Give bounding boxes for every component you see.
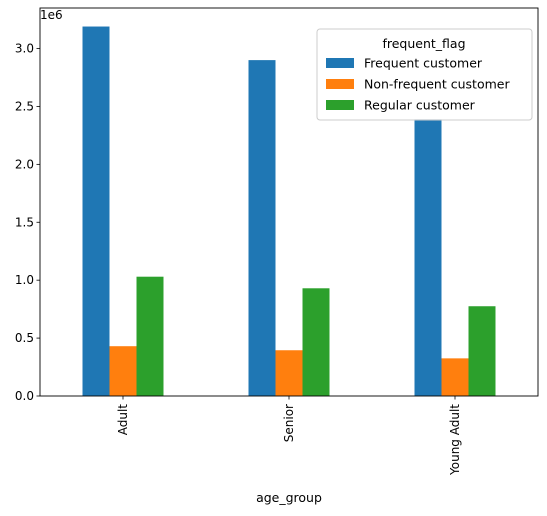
legend-items: Frequent customer Non-frequent customer Re… — [326, 56, 510, 113]
legend-label: Non-frequent customer — [364, 77, 510, 92]
bar-adult-non-frequent-customer — [109, 346, 137, 396]
y-tick-label: 2.5 — [15, 99, 34, 113]
bars-layer — [82, 26, 496, 397]
x-tick-label: Adult — [116, 404, 130, 436]
bar-young-adult-frequent-customer — [414, 119, 442, 396]
bar-senior-non-frequent-customer — [275, 350, 303, 396]
x-tick-label: Senior — [282, 404, 296, 442]
y-tick-label: 1.0 — [15, 273, 34, 287]
bar-senior-frequent-customer — [248, 60, 276, 397]
legend-label: Frequent customer — [364, 56, 483, 71]
bar-young-adult-non-frequent-customer — [441, 358, 469, 396]
legend-label: Regular customer — [364, 98, 476, 113]
legend: frequent_flag Frequent customer Non-frequ… — [316, 28, 533, 121]
y-offset-label: 1e6 — [40, 8, 63, 22]
legend-swatch — [326, 79, 354, 89]
legend-swatch — [326, 100, 354, 110]
x-tick-label: Young Adult — [448, 404, 462, 476]
y-tick-label: 0.5 — [15, 331, 34, 345]
legend-title: frequent_flag — [382, 36, 465, 51]
legend-box — [316, 28, 533, 121]
bar-adult-regular-customer — [136, 276, 164, 396]
bar-adult-frequent-customer — [82, 26, 110, 397]
y-tick-label: 1.5 — [15, 215, 34, 229]
bar-young-adult-regular-customer — [468, 306, 496, 396]
legend-swatch — [326, 58, 354, 68]
y-axis: 0.0 0.5 1.0 1.5 2.0 2.5 3.0 — [15, 42, 40, 403]
bar-senior-regular-customer — [302, 288, 330, 396]
y-tick-label: 3.0 — [15, 42, 34, 56]
y-tick-label: 0.0 — [15, 389, 34, 403]
y-tick-label: 2.0 — [15, 157, 34, 171]
x-axis-label: age_group — [256, 490, 322, 505]
x-axis: Adult Senior Young Adult — [116, 396, 462, 476]
